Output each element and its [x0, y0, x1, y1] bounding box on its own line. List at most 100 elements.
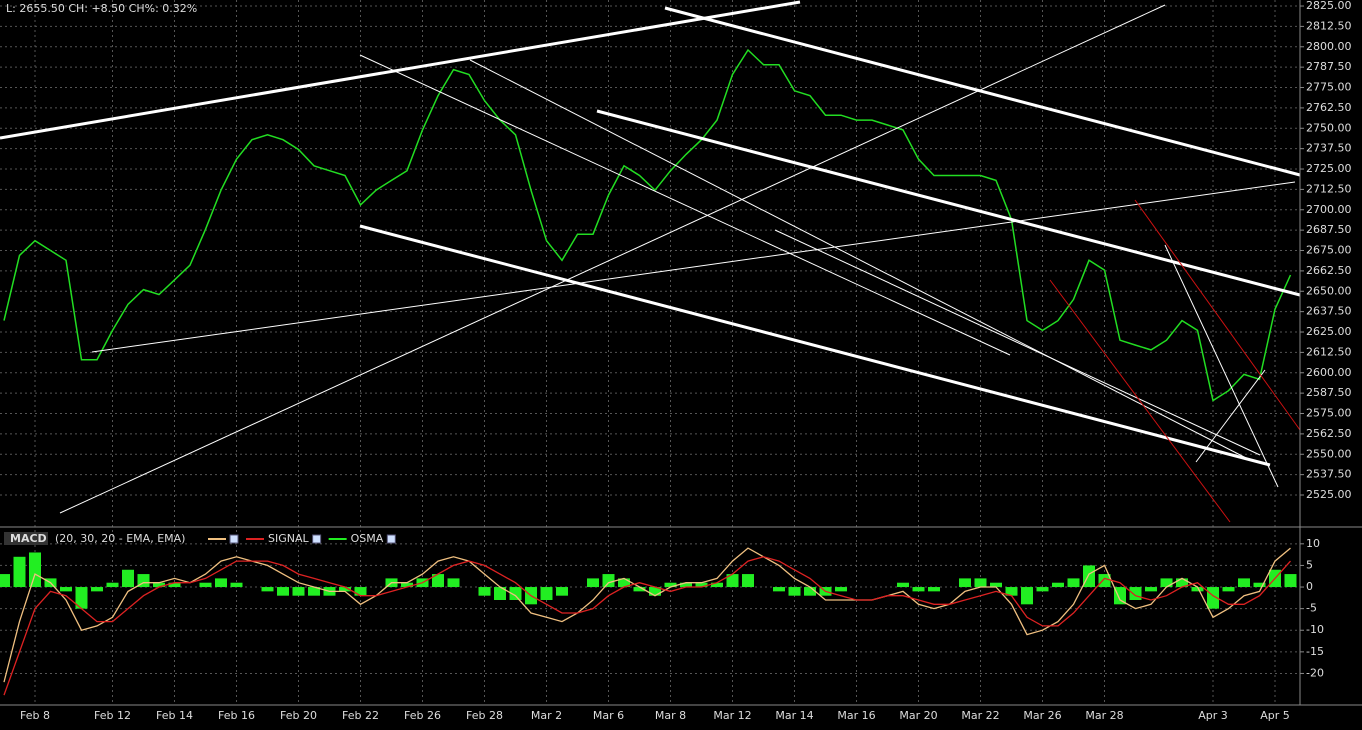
y-tick-label: -5 — [1306, 602, 1317, 615]
price-line — [3, 48, 1292, 402]
y-tick-label: 0 — [1306, 580, 1313, 593]
osma-bar — [773, 587, 785, 592]
y-tick-label: 2587.50 — [1306, 386, 1352, 399]
trendline — [596, 109, 1301, 297]
x-tick-label: Mar 20 — [899, 709, 937, 722]
trendline — [359, 224, 1271, 467]
x-tick-label: Feb 20 — [280, 709, 317, 722]
y-tick-label: 2737.50 — [1306, 142, 1352, 155]
x-tick-label: Mar 14 — [775, 709, 813, 722]
osma-bar — [1222, 587, 1235, 592]
x-tick-label: Feb 14 — [156, 709, 193, 722]
x-tick-label: Mar 26 — [1023, 709, 1061, 722]
y-tick-label: 2625.00 — [1306, 325, 1352, 338]
osma-bar — [339, 587, 351, 592]
osma-bar — [168, 582, 181, 588]
osma-bar — [618, 578, 630, 588]
legend-checkbox — [386, 534, 396, 544]
legend-label: OSMA — [351, 532, 384, 545]
osma-bar — [1160, 578, 1173, 588]
macd-line — [3, 547, 1291, 683]
osma-bar — [649, 587, 661, 596]
y-tick-label: 2775.00 — [1306, 81, 1352, 94]
legend-checkbox — [229, 534, 239, 544]
osma-bar — [742, 574, 754, 588]
osma-bar — [1083, 565, 1095, 588]
x-tick-label: Feb 26 — [404, 709, 441, 722]
osma-bar — [804, 587, 816, 596]
y-tick-label: 2650.00 — [1306, 284, 1352, 297]
macd-params: (20, 30, 20 - EMA, EMA) — [55, 532, 185, 545]
trendline — [91, 181, 1296, 353]
osma-bar — [478, 587, 491, 596]
y-tick-label: 2637.50 — [1306, 305, 1352, 318]
osma-bar — [0, 574, 10, 588]
osma-bar — [1176, 578, 1188, 588]
osma-bar — [556, 587, 568, 596]
x-tick-label: Mar 8 — [655, 709, 686, 722]
x-tick-label: Mar 28 — [1085, 709, 1123, 722]
legend-box — [4, 532, 48, 545]
x-tick-label: Feb 28 — [466, 709, 503, 722]
osma-bar — [1036, 587, 1049, 592]
price-header: L: 2655.50 CH: +8.50 CH%: 0.32% — [6, 2, 197, 15]
x-tick-label: Apr 5 — [1260, 709, 1290, 722]
y-tick-label: 2700.00 — [1306, 203, 1352, 216]
y-tick-label: 2825.00 — [1306, 0, 1352, 12]
osma-bar — [1005, 587, 1018, 596]
osma-bar — [1145, 587, 1157, 592]
osma-bar — [292, 587, 305, 596]
osma-bar — [602, 574, 615, 588]
osma-bar — [13, 556, 26, 588]
y-tick-label: 2575.00 — [1306, 407, 1352, 420]
osma-bar — [959, 578, 971, 588]
osma-bar — [122, 569, 134, 588]
y-tick-label: -10 — [1306, 623, 1324, 636]
trendlines — [0, 0, 1301, 523]
osma-bar — [261, 587, 274, 592]
osma-bar — [509, 587, 522, 600]
osma-bar — [494, 587, 506, 600]
trendline — [774, 229, 1261, 456]
trendline — [1134, 199, 1301, 431]
y-tick-label: 2725.00 — [1306, 162, 1352, 175]
osma-bar — [1253, 582, 1266, 588]
y-tick-label: 2800.00 — [1306, 40, 1352, 53]
x-tick-label: Mar 12 — [713, 709, 751, 722]
trendline — [59, 4, 1166, 514]
y-tick-label: 2787.50 — [1306, 60, 1352, 73]
osma-bar — [587, 578, 599, 588]
osma-bar — [664, 582, 677, 588]
x-tick-label: Mar 6 — [593, 709, 624, 722]
x-tick-label: Mar 16 — [837, 709, 875, 722]
osma-bar — [835, 587, 847, 592]
osma-bar — [1191, 587, 1204, 592]
trendline — [1049, 279, 1231, 523]
osma-bar — [401, 582, 413, 588]
y-tick-label: 2537.50 — [1306, 468, 1352, 481]
y-tick-label: 2600.00 — [1306, 366, 1352, 379]
osma-bar — [711, 582, 723, 588]
osma-bar — [308, 587, 320, 596]
legend: SIGNAL OSMA — [208, 532, 396, 545]
osma-bar — [1067, 578, 1080, 588]
trendline — [664, 6, 1301, 177]
y-tick-label: 2687.50 — [1306, 223, 1352, 236]
osma-bar — [277, 587, 289, 596]
x-tick-label: Feb 8 — [20, 709, 50, 722]
osma-bar — [1052, 582, 1064, 588]
x-tick-label: Feb 16 — [218, 709, 255, 722]
osma-bar — [60, 587, 72, 592]
osma-bar — [230, 582, 243, 588]
y-tick-label: 2812.50 — [1306, 19, 1352, 32]
legend-label: SIGNAL — [268, 532, 310, 545]
osma-bar — [1238, 578, 1250, 588]
y-tick-label: 2675.00 — [1306, 244, 1352, 257]
osma-bar — [153, 582, 165, 588]
osma-bar — [1021, 587, 1033, 605]
y-tick-label: 2525.00 — [1306, 488, 1352, 501]
y-tick-label: 2612.50 — [1306, 345, 1352, 358]
osma-bar — [633, 587, 646, 592]
